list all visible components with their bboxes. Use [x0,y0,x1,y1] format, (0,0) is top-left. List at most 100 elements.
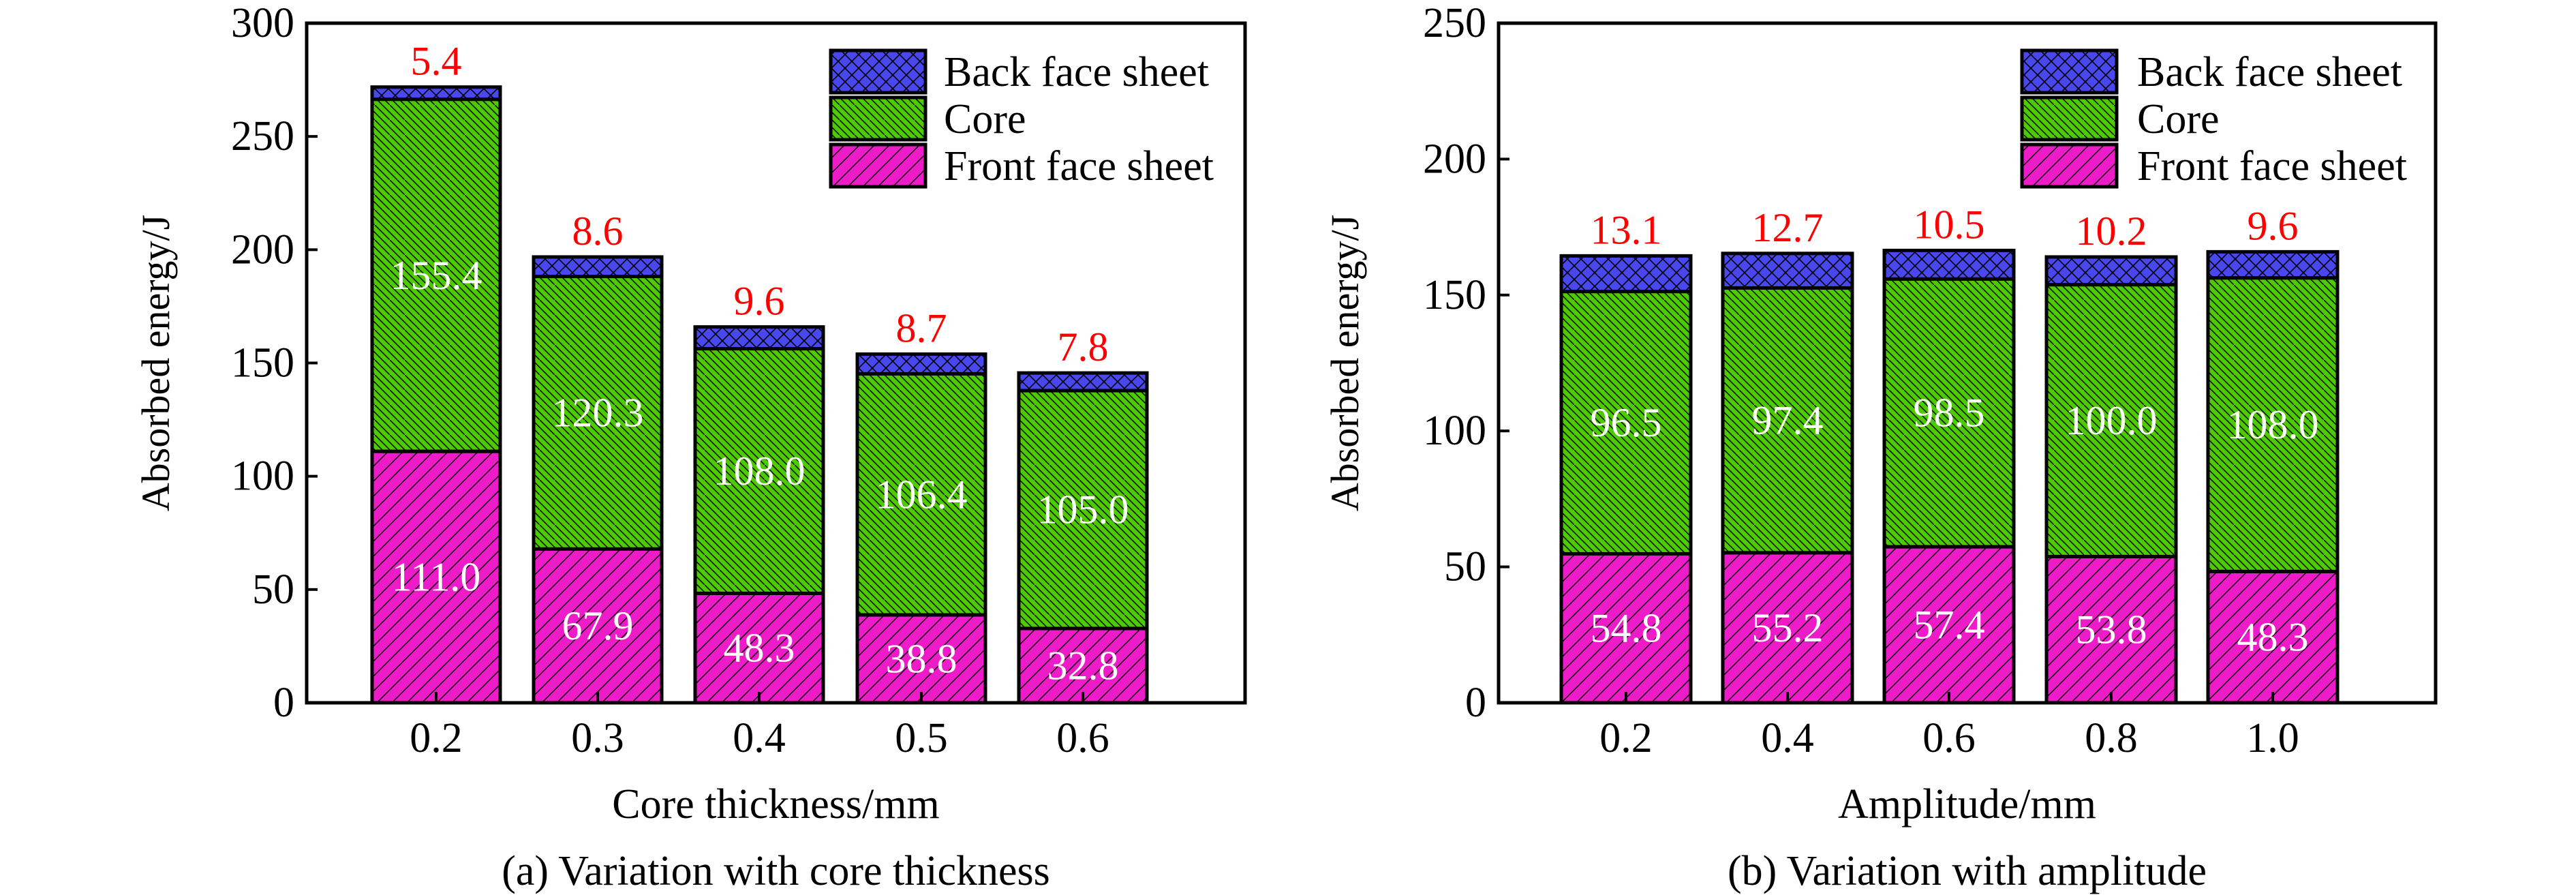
value-label-core: 98.5 [1914,391,1985,436]
legend-swatch-back [2020,48,2119,95]
y-tick-label: 150 [1423,272,1486,318]
x-tick-label: 0.5 [895,715,948,761]
bar-core-0.8 [2044,283,2178,558]
x-tick-label: 0.2 [1599,715,1653,761]
bar-core-0.4 [1721,286,1854,555]
x-tick-label: 0.6 [1056,715,1109,761]
value-label-back: 7.8 [1058,324,1109,369]
legend-label-core: Core [944,96,1026,142]
y-tick-label: 250 [231,113,294,160]
value-label-core: 155.4 [390,253,482,298]
y-tick-label: 50 [252,566,294,613]
bar-back-0.8 [2044,255,2178,287]
bar-back-0.3 [532,255,664,279]
bar-core-0.2 [1559,290,1693,556]
legend-label-core: Core [2137,96,2220,142]
x-tick-label: 1.0 [2246,715,2299,761]
value-label-front: 111.0 [392,555,481,600]
x-tick-label: 0.8 [2085,715,2138,761]
value-label-core: 108.0 [714,449,806,494]
legend-label-front: Front face sheet [2137,143,2407,189]
legend-swatch-front [2020,142,2119,189]
legend-label-front: Front face sheet [944,143,1214,189]
y-tick-label: 0 [273,680,294,726]
value-label-back: 12.7 [1752,205,1824,250]
bar-back-0.5 [855,352,987,376]
value-label-core: 97.4 [1752,398,1824,443]
bar-front-1.0 [2206,569,2340,705]
value-label-front: 57.4 [1914,603,1985,648]
value-label-front: 55.2 [1752,605,1824,650]
value-label-back: 9.6 [734,279,785,324]
value-label-core: 108.0 [2227,402,2319,447]
value-label-front: 67.9 [562,603,634,648]
bar-core-0.5 [855,371,987,617]
value-label-front: 53.8 [2076,607,2147,652]
value-label-core: 105.0 [1037,487,1129,532]
value-label-back: 5.4 [411,39,462,84]
legend-label-back: Back face sheet [944,49,1209,95]
chart-caption: (a) Variation with core thickness [502,848,1050,894]
x-tick-label: 0.4 [1761,715,1814,761]
y-tick-label: 200 [1423,136,1486,182]
bar-core-0.6 [1017,389,1149,631]
value-label-front: 54.8 [1591,606,1662,651]
bar-front-0.2 [1559,551,1693,705]
chart-amplitude: 0 50 100 150 200 250 54.8 96.5 13.1 0.2 55.2 97.4 12… [1323,0,2438,894]
y-tick-label: 50 [1444,544,1486,590]
y-tick-label: 300 [231,0,294,46]
y-tick-label: 250 [1423,0,1486,46]
bar-back-0.4 [1721,252,1854,290]
chart-core-thickness: 0 50 100 150 200 250 300 111.0 155.4 5.4 0.2 67.9 12… [134,0,1247,894]
chart-caption: (b) Variation with amplitude [1728,848,2207,894]
x-tick-label: 0.6 [1922,715,1976,761]
bar-back-0.2 [370,85,502,102]
bar-front-0.3 [532,547,664,705]
value-label-back: 10.5 [1914,202,1985,247]
y-tick-label: 0 [1465,680,1486,726]
bar-back-0.6 [1017,371,1149,393]
value-label-back: 13.1 [1591,207,1662,252]
legend-swatch-front [829,142,927,189]
value-label-back: 9.6 [2248,203,2299,248]
y-tick-label: 150 [231,340,294,386]
legend-swatch-core [2020,95,2119,142]
bar-back-1.0 [2206,249,2340,280]
x-axis-label: Amplitude/mm [1838,781,2096,828]
value-label-front: 48.3 [2237,615,2309,660]
bar-back-0.4 [693,325,825,351]
y-axis-label: Absorbed energy/J [1323,215,1367,511]
value-label-back: 8.7 [896,306,947,351]
plot-frame [1497,21,2438,705]
value-label-front: 38.8 [886,637,957,682]
bar-core-0.4 [693,347,825,595]
value-label-back: 10.2 [2076,209,2147,254]
y-axis-label: Absorbed energy/J [134,215,178,511]
bar-core-0.2 [370,97,502,453]
legend-swatch-back [829,48,927,95]
bar-core-0.6 [1882,277,2016,549]
x-tick-label: 0.3 [571,715,624,761]
value-label-core: 120.3 [552,390,644,435]
value-label-front: 32.8 [1047,643,1119,688]
plot-frame [305,21,1247,705]
legend-swatch-core [829,95,927,142]
value-label-back: 8.6 [572,209,624,254]
bar-front-0.6 [1882,545,2016,705]
value-label-core: 100.0 [2066,398,2158,443]
x-tick-label: 0.2 [410,715,463,761]
y-tick-label: 100 [231,453,294,500]
y-tick-label: 200 [231,226,294,273]
bar-back-0.2 [1559,254,1693,294]
bar-front-0.5 [855,613,987,705]
y-tick-label: 100 [1423,408,1486,454]
value-label-front: 48.3 [724,626,795,671]
value-label-core: 96.5 [1591,400,1662,445]
legend-label-back: Back face sheet [2137,49,2402,95]
x-tick-label: 0.4 [733,715,786,761]
bar-front-0.4 [1721,551,1854,705]
value-label-core: 106.4 [876,472,968,517]
bar-back-0.6 [1882,248,2016,281]
x-axis-label: Core thickness/mm [612,781,939,828]
